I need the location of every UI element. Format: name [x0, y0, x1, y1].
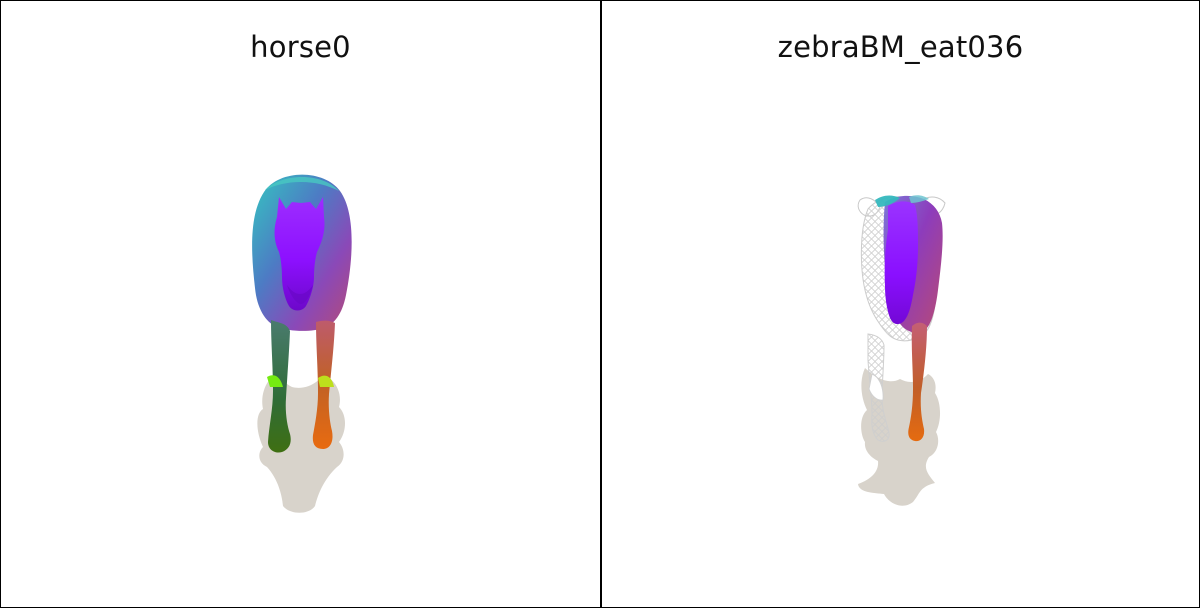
horse-head [274, 197, 325, 311]
zebra-surface [875, 195, 943, 442]
horse-legs [267, 320, 335, 453]
panel-title-right: zebraBM_eat036 [777, 30, 1024, 64]
left-panel: horse0 [1, 1, 600, 607]
right-panel: zebraBM_eat036 [600, 1, 1199, 607]
panel-title-left: horse0 [250, 30, 351, 64]
horse-render [252, 174, 352, 513]
zebra-render [857, 195, 946, 506]
